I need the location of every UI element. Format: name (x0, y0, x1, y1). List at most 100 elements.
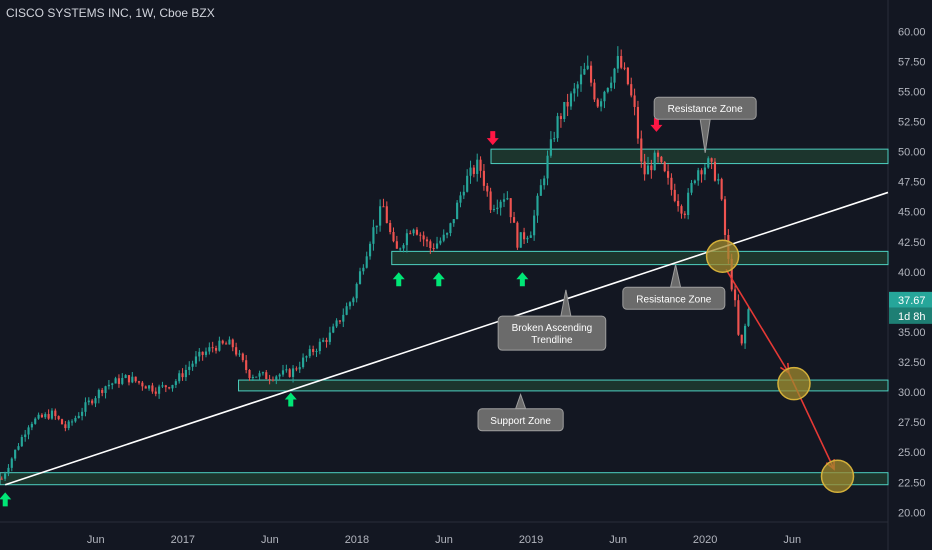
candle-body (623, 67, 626, 69)
candle-body (509, 198, 512, 218)
candle-body (703, 167, 706, 175)
candle-body (419, 234, 422, 236)
candle-body (379, 206, 382, 226)
candle-body (348, 302, 352, 307)
candle-body (174, 381, 177, 385)
y-tick-label: 45.00 (898, 207, 926, 219)
x-tick-label: 2018 (345, 534, 369, 546)
candle-body (382, 206, 385, 208)
candle-body (446, 233, 449, 235)
candle-body (151, 385, 154, 392)
up-arrow-icon (516, 272, 529, 287)
y-tick-label: 57.50 (898, 56, 926, 68)
candle-body (0, 478, 3, 480)
candle-body (563, 101, 566, 119)
candle-body (281, 370, 285, 375)
candle-body (466, 175, 469, 192)
candle-body (161, 385, 164, 387)
candle-body (271, 379, 275, 381)
candle-body (553, 138, 556, 140)
zone-rect (391, 250, 889, 266)
candle-body (17, 446, 20, 450)
candle-body (569, 93, 573, 107)
candle-body (171, 384, 174, 389)
candle-body (720, 179, 723, 200)
candle-body (650, 165, 653, 171)
candle-body (358, 271, 362, 284)
y-tick-label: 30.00 (898, 387, 926, 399)
x-tick-label: Jun (609, 534, 627, 546)
candle-body (606, 87, 609, 92)
countdown-label: 1d 8h (898, 311, 926, 323)
candle-body (603, 91, 606, 102)
target-circle (705, 239, 740, 273)
candle-body (586, 65, 589, 69)
candle-body (251, 376, 254, 379)
candle-body (211, 347, 214, 349)
callout-pointer (514, 392, 527, 410)
candle-body (656, 152, 660, 157)
candle-body (422, 235, 425, 240)
callout-pointer (669, 264, 682, 288)
x-tick-label: 2017 (171, 534, 195, 546)
candle-body (245, 360, 248, 370)
zone-rect (238, 379, 889, 392)
candle-body (312, 349, 315, 352)
candle-body (435, 243, 439, 249)
candle-body (225, 343, 228, 345)
candle-body (462, 191, 465, 196)
y-tick-label: 20.00 (898, 507, 926, 519)
candle-body (529, 235, 532, 238)
y-tick-label: 42.50 (898, 237, 926, 249)
candle-body (512, 217, 516, 223)
candle-body (744, 325, 747, 344)
candle-body (489, 191, 492, 210)
candle-body (399, 248, 402, 250)
countdown-tag (889, 307, 932, 324)
candle-body (34, 418, 37, 424)
candle-body (134, 376, 137, 382)
callout-pointer (560, 289, 572, 317)
down-arrow-icon (486, 131, 499, 146)
candle-body (214, 347, 218, 351)
candle-body (690, 182, 693, 193)
candle-body (362, 267, 365, 272)
callout-pointer (699, 118, 711, 153)
x-tick-label: Jun (783, 534, 801, 546)
up-arrow-icon (284, 392, 297, 407)
candle-body (208, 347, 211, 352)
candle-body (556, 116, 559, 139)
candle-body (64, 424, 67, 429)
candle-body (194, 356, 198, 364)
candle-body (144, 386, 147, 389)
candle-body (124, 375, 127, 378)
candle-body (492, 209, 496, 211)
candle-body (456, 202, 459, 220)
candle-body (368, 243, 372, 257)
candle-body (365, 256, 368, 268)
candle-body (432, 248, 435, 250)
candle-body (459, 195, 462, 203)
candle-body (713, 161, 717, 181)
candle-body (683, 213, 686, 215)
candle-body (94, 398, 97, 404)
candle-body (188, 366, 191, 370)
candle-body (87, 400, 90, 403)
candle-body (107, 384, 110, 387)
y-tick-label: 22.50 (898, 477, 926, 489)
candle-body (288, 369, 291, 377)
candle-body (131, 376, 134, 383)
candle-body (127, 375, 131, 383)
candle-body (178, 373, 181, 382)
candle-body (137, 381, 141, 383)
callout-box (477, 408, 564, 432)
candle-body (74, 417, 77, 422)
candle-body (439, 240, 442, 244)
candle-body (543, 178, 546, 186)
candle-body (44, 414, 47, 418)
candle-body (322, 340, 325, 342)
zone-rect (0, 472, 889, 486)
candle-body (14, 449, 17, 459)
candle-body (298, 367, 301, 370)
